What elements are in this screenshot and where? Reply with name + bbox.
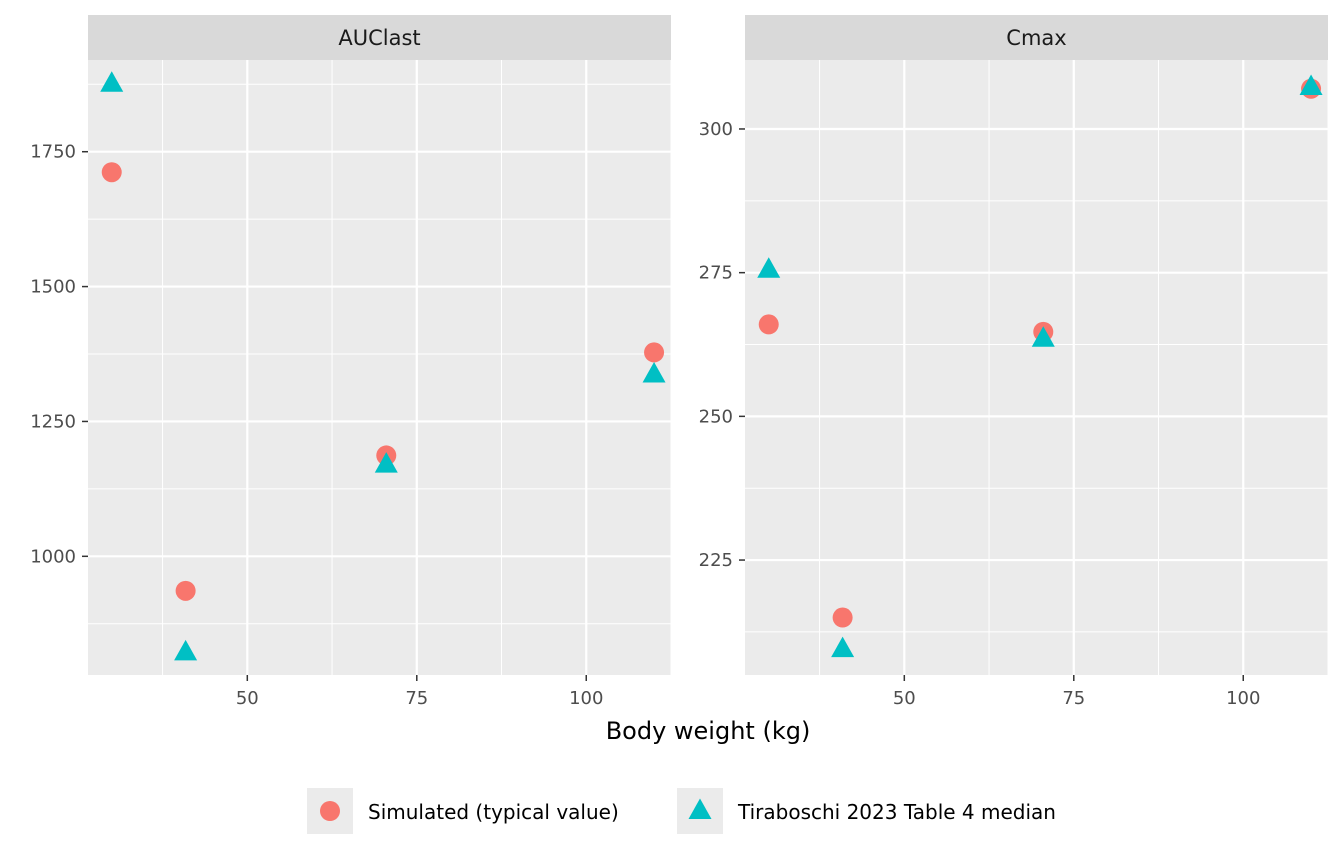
x-tick-label: 75 — [405, 688, 428, 709]
point-observed — [174, 639, 198, 661]
x-axis-title: Body weight (kg) — [606, 717, 811, 745]
point-simulated — [175, 580, 196, 601]
point-observed — [100, 71, 124, 92]
legend-item-observed: Tiraboschi 2023 Table 4 median — [677, 788, 1056, 834]
x-tick-label: 100 — [1226, 688, 1260, 709]
x-tick-label: 75 — [1062, 688, 1085, 709]
panel-cmax: Cmax 50 75 100 225 250 275 300 — [699, 15, 1329, 709]
y-tick-label: 275 — [699, 263, 733, 284]
y-tick-label: 225 — [699, 550, 733, 571]
point-observed — [1031, 326, 1055, 347]
point-simulated — [101, 162, 122, 183]
x-tick-label: 50 — [236, 688, 259, 709]
legend-key-circle — [320, 801, 340, 821]
legend: Simulated (typical value) Tiraboschi 2023… — [307, 788, 1056, 834]
panel-background — [88, 60, 671, 675]
y-tick-label: 250 — [699, 406, 733, 427]
point-observed — [642, 362, 666, 383]
point-simulated — [832, 607, 853, 628]
panel-background — [745, 60, 1328, 675]
y-tick-label: 300 — [699, 119, 733, 140]
y-tick-label: 1250 — [30, 411, 76, 432]
point-observed — [831, 636, 855, 658]
legend-key-triangle — [688, 798, 712, 819]
point-simulated — [758, 314, 779, 335]
panel-strip — [88, 15, 671, 60]
panel-strip-label: AUClast — [338, 26, 420, 50]
legend-item-simulated: Simulated (typical value) — [307, 788, 619, 834]
point-observed — [1299, 74, 1323, 96]
legend-label: Simulated (typical value) — [368, 800, 619, 824]
legend-label: Tiraboschi 2023 Table 4 median — [737, 800, 1056, 824]
point-observed — [374, 452, 398, 473]
y-tick-label: 1000 — [30, 546, 76, 567]
point-observed — [757, 257, 781, 278]
point-simulated — [644, 342, 665, 363]
panel-strip — [745, 15, 1328, 60]
x-tick-label: 50 — [893, 688, 916, 709]
y-tick-label: 1750 — [30, 142, 76, 163]
panel-auclast: AUClast 50 75 100 1000 1250 1500 1750 — [30, 15, 672, 709]
panel-strip-label: Cmax — [1006, 26, 1066, 50]
x-tick-label: 100 — [569, 688, 603, 709]
panels: AUClast 50 75 100 1000 1250 1500 1750 Cmax 50 75 10… — [30, 15, 1329, 709]
y-tick-label: 1500 — [30, 277, 76, 298]
